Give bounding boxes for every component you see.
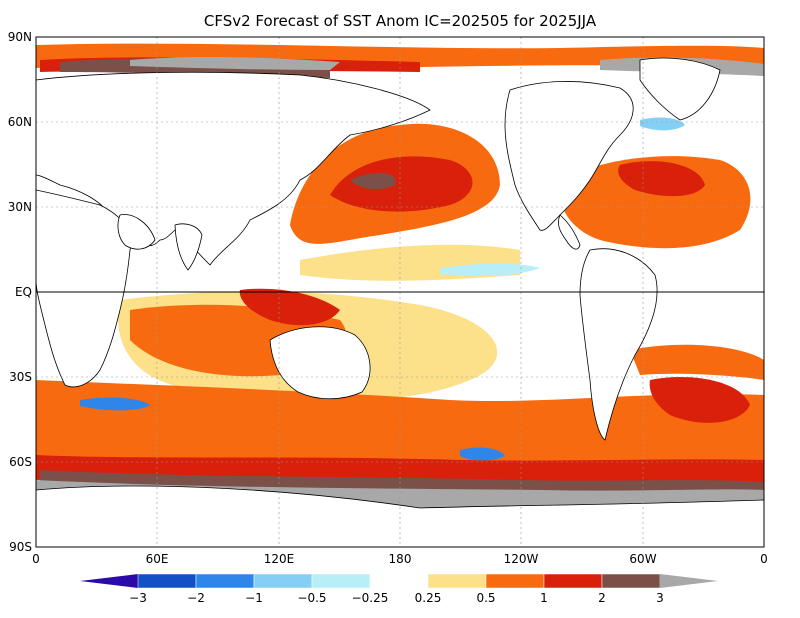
figure-title: CFSv2 Forecast of SST Anom IC=202505 for… [204, 12, 597, 30]
lon-label-0-east: 0 [760, 552, 768, 566]
longitude-axis: 0 60E 120E 180 120W 60W 0 [32, 552, 768, 566]
colorbar-segment [485, 573, 545, 589]
equatorial-cool-patch [440, 263, 540, 276]
lon-label-0: 0 [32, 552, 40, 566]
greenland [639, 57, 721, 121]
map-frame [35, 36, 765, 548]
colorbar-segment [311, 573, 371, 589]
colorbar: −3 −2 −1 −0.5 −0.25 0.25 0.5 1 2 3 [80, 573, 718, 605]
labrador-cool-patch [640, 117, 685, 131]
colorbar-segment-max [660, 574, 718, 588]
lat-label-30s: 30S [9, 370, 32, 384]
colorbar-tick-label: −1 [245, 591, 263, 605]
south-pacific-cool-patch [460, 447, 505, 461]
lat-label-90s: 90S [9, 540, 32, 554]
latitude-axis: 90N 60N 30N EQ 30S 60S 90S [8, 30, 32, 554]
map-panel [35, 36, 765, 548]
south-atlantic-warm [630, 344, 764, 380]
arctic-ice [130, 56, 340, 70]
colorbar-segment [543, 573, 603, 589]
africa [36, 189, 132, 388]
colorbar-segment [601, 573, 661, 589]
south-indian-cool-patch [80, 397, 150, 411]
north-america [504, 81, 634, 231]
colorbar-tick-label: −2 [187, 591, 205, 605]
lon-label-120w: 120W [504, 552, 539, 566]
india [174, 223, 203, 271]
lon-label-60w: 60W [629, 552, 656, 566]
colorbar-tick-label: −0.5 [297, 591, 326, 605]
colorbar-segment [369, 573, 429, 589]
north-pacific-strong [330, 156, 473, 212]
lat-label-30n: 30N [8, 200, 32, 214]
colorbar-tick-label: 0.5 [476, 591, 495, 605]
colorbar-tick-label: −0.25 [352, 591, 389, 605]
continents [36, 57, 764, 547]
lon-label-180: 180 [389, 552, 412, 566]
graticule [36, 37, 764, 547]
maritime-continent-strong [239, 288, 340, 326]
colorbar-segment [427, 573, 487, 589]
colorbar-segment-min [80, 574, 138, 588]
central-america [558, 214, 581, 250]
sst-anomaly-field [36, 37, 764, 547]
colorbar-tick-label: 0.25 [415, 591, 442, 605]
lat-label-eq: EQ [15, 285, 32, 299]
lat-label-60s: 60S [9, 455, 32, 469]
colorbar-tick-label: 2 [598, 591, 606, 605]
lon-label-120e: 120E [264, 552, 295, 566]
lat-label-60n: 60N [8, 115, 32, 129]
antarctica [36, 485, 764, 547]
colorbar-segment [253, 573, 313, 589]
south-america [579, 248, 658, 441]
lon-label-60e: 60E [146, 552, 169, 566]
north-atlantic-warm [559, 156, 751, 249]
colorbar-tick-label: 1 [540, 591, 548, 605]
south-atlantic-strong [649, 377, 750, 423]
colorbar-tick-label: −3 [129, 591, 147, 605]
north-atlantic-strong [618, 161, 705, 197]
colorbar-segment [195, 573, 255, 589]
colorbar-tick-label: 3 [656, 591, 664, 605]
colorbar-segment [137, 573, 197, 589]
australia [269, 326, 371, 400]
north-pacific-core [350, 172, 396, 190]
arabia [117, 214, 156, 250]
lat-label-90n: 90N [8, 30, 32, 44]
